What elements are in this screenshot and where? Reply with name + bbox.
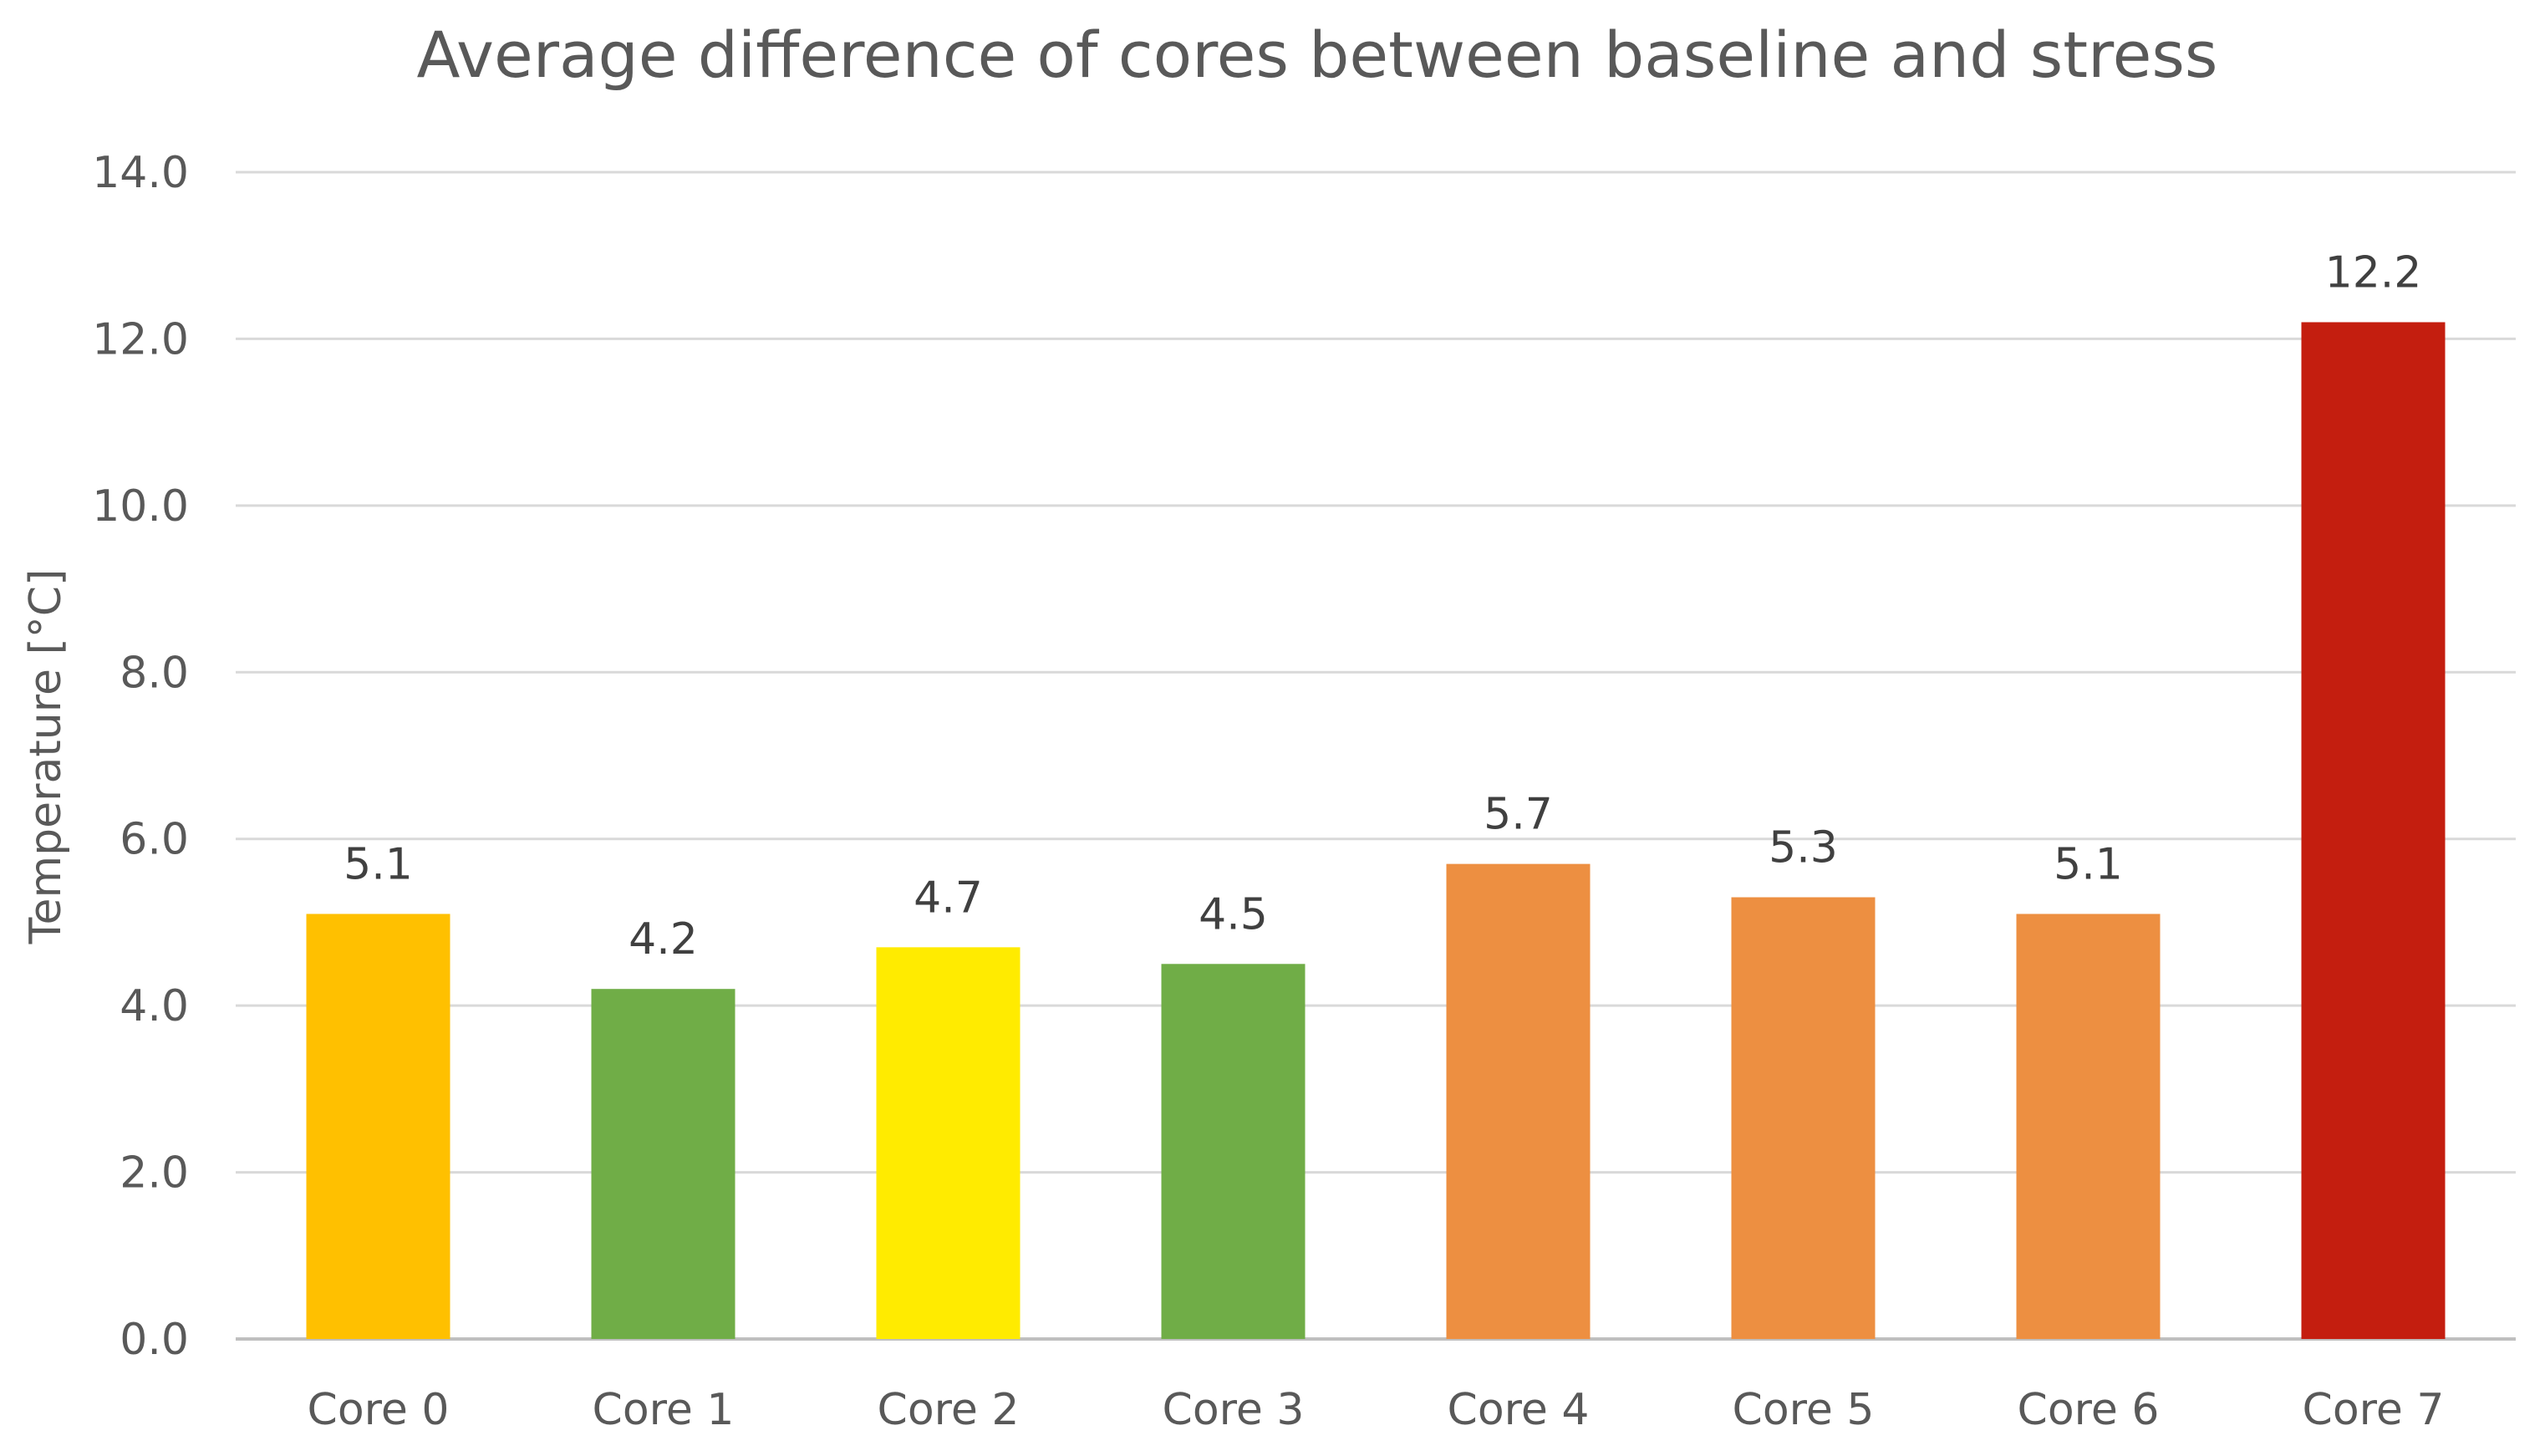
data-label: 4.7 <box>914 873 983 923</box>
data-label: 5.7 <box>1484 790 1553 840</box>
y-axis-tick-labels: 0.0 2.0 4.0 6.0 8.0 10.0 12.0 14.0 <box>92 148 189 1365</box>
data-label: 12.2 <box>2325 247 2422 298</box>
y-tick-label: 12.0 <box>92 314 189 364</box>
bar-core-4 <box>1446 863 1591 1339</box>
data-labels: 5.1 4.2 4.7 4.5 5.7 5.3 5.1 12.2 <box>344 247 2421 965</box>
bar-core-5 <box>1731 897 1876 1339</box>
bar-core-0 <box>306 914 450 1339</box>
data-label: 5.1 <box>344 839 413 889</box>
y-tick-label: 0.0 <box>120 1315 189 1365</box>
x-tick-label: Core 7 <box>2303 1385 2445 1435</box>
bars <box>306 322 2446 1339</box>
bar-core-1 <box>591 989 736 1339</box>
y-tick-label: 6.0 <box>120 815 189 865</box>
data-label: 5.1 <box>2054 839 2123 889</box>
y-tick-label: 10.0 <box>92 481 189 532</box>
chart-title: Average difference of cores between base… <box>416 18 2217 92</box>
data-label: 5.3 <box>1769 823 1838 873</box>
x-tick-label: Core 3 <box>1163 1385 1305 1435</box>
bar-core-2 <box>876 947 1021 1339</box>
y-tick-label: 14.0 <box>92 148 189 198</box>
y-tick-label: 8.0 <box>120 648 189 698</box>
x-tick-label: Core 0 <box>308 1385 450 1435</box>
x-tick-label: Core 4 <box>1448 1385 1590 1435</box>
x-tick-label: Core 2 <box>878 1385 1020 1435</box>
y-tick-label: 2.0 <box>120 1148 189 1199</box>
x-axis-tick-labels: Core 0 Core 1 Core 2 Core 3 Core 4 Core 5 Core… <box>308 1385 2445 1435</box>
data-label: 4.5 <box>1199 889 1268 939</box>
bar-core-7 <box>2301 322 2446 1339</box>
y-axis-title: Temperature [°C] <box>21 569 71 945</box>
x-tick-label: Core 6 <box>2018 1385 2160 1435</box>
y-tick-label: 4.0 <box>120 981 189 1031</box>
x-tick-label: Core 5 <box>1733 1385 1875 1435</box>
x-tick-label: Core 1 <box>593 1385 735 1435</box>
bar-core-3 <box>1161 964 1306 1339</box>
data-label: 4.2 <box>629 914 698 965</box>
bar-core-6 <box>2016 914 2161 1339</box>
